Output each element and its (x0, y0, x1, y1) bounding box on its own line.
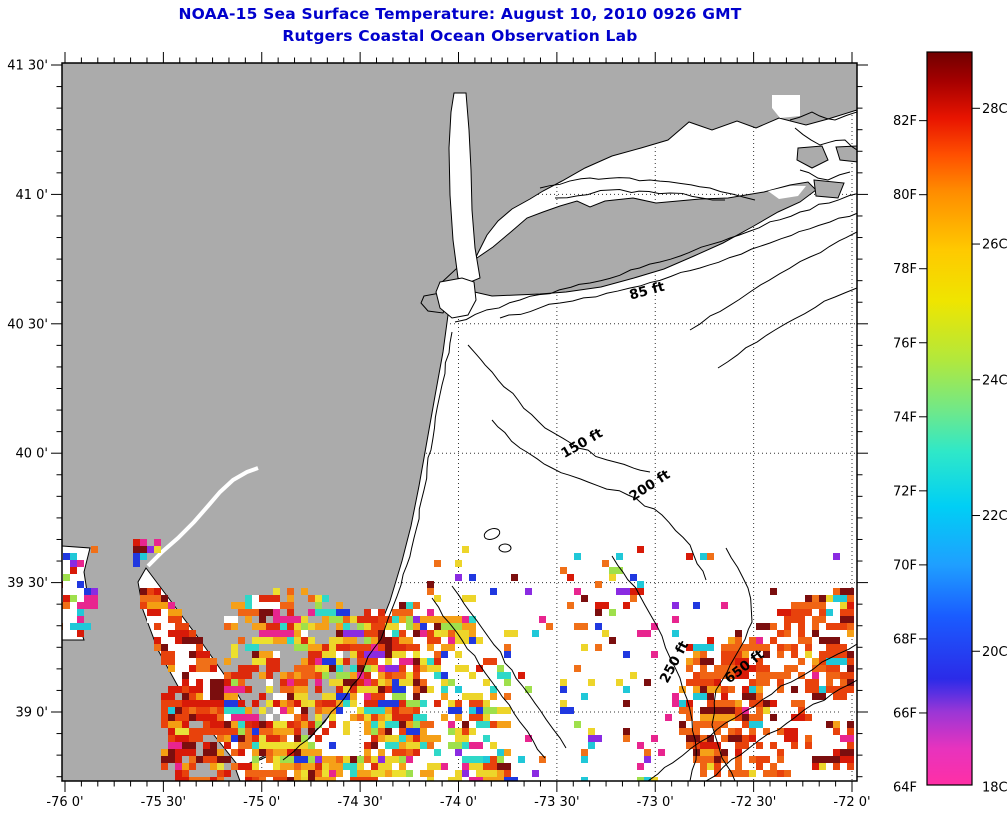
island-1 (796, 145, 829, 169)
colorbar-c-label: 22C (982, 509, 1008, 524)
isobath-85-a (454, 193, 857, 323)
y-tick-label: 41 0' (15, 188, 48, 203)
y-tick-label: 41 30' (7, 59, 48, 74)
nj-inner (282, 331, 453, 761)
ny-harbor (435, 277, 477, 319)
colorbar-f-label: 64F (893, 781, 917, 796)
hudson-river (448, 92, 481, 284)
x-tick-label: -73 0' (637, 795, 674, 810)
isobath-85-b (499, 212, 857, 319)
depth-label: 150 ft (558, 425, 606, 462)
colorbar-f-label: 68F (893, 632, 917, 647)
isobath-150 (467, 344, 651, 473)
y-tick-label: 39 30' (7, 576, 48, 591)
x-tick-label: -76 0' (46, 795, 83, 810)
ri-a (789, 111, 857, 121)
y-tick-label: 39 0' (15, 706, 48, 721)
colorbar-f-label: 80F (893, 188, 917, 203)
bathymetry-contours (282, 111, 857, 781)
delaware-river (146, 466, 259, 568)
shelf-a (647, 643, 857, 781)
colorbar-f-label: 76F (893, 336, 917, 351)
colorbar-f-label: 82F (893, 114, 917, 129)
colorbar-c-label: 28C (982, 102, 1008, 117)
axes: -76 0' -75 30' -75 0' -74 30' -74 0' -73 30' -… (7, 52, 871, 810)
depth-label: 85 ft (628, 279, 667, 304)
colorbar-gradient (926, 51, 973, 786)
colorbar-c-label: 26C (982, 238, 1008, 253)
x-tick-label: -75 30' (141, 795, 186, 810)
x-tick-label: -72 0' (833, 795, 870, 810)
block-a (794, 127, 857, 151)
colorbar-f-label: 70F (893, 558, 917, 573)
hudson-valley-b (451, 585, 567, 749)
contour-loop (498, 543, 512, 553)
isobath-200 (491, 419, 707, 581)
colorbar-c-label: 18C (982, 781, 1008, 796)
shelf-b (705, 679, 857, 781)
hudson-valley-a (431, 597, 546, 759)
y-tick-label: 40 30' (7, 317, 48, 332)
cloud-gap-ct (772, 95, 800, 118)
montauk-a (689, 231, 857, 331)
island-3 (813, 179, 845, 199)
sound-a (539, 177, 756, 201)
contour-loop (483, 528, 501, 540)
depth-label: 200 ft (627, 466, 674, 504)
x-tick-label: -72 30' (731, 795, 776, 810)
colorbar-c-label: 24C (982, 373, 1008, 388)
island-2 (835, 145, 857, 163)
colorbar: 64F 66F 68F 70F 72F 74F 76F 78F 80F 82F 18C 20C 22C 2… (893, 51, 1008, 796)
long-island (440, 181, 817, 297)
figure-title: NOAA-15 Sea Surface Temperature: August … (178, 5, 742, 23)
colorbar-c-label: 20C (982, 645, 1008, 660)
montauk-b (717, 287, 857, 369)
x-tick-label: -73 30' (534, 795, 579, 810)
figure-subtitle: Rutgers Coastal Ocean Observation Lab (282, 27, 638, 45)
isobath-250 (611, 555, 697, 781)
colorbar-f-label: 66F (893, 706, 917, 721)
block-b (799, 169, 851, 181)
colorbar-f-label: 72F (893, 484, 917, 499)
sound-b (554, 188, 726, 201)
isobath-650 (711, 547, 753, 781)
x-tick-label: -75 0' (243, 795, 280, 810)
peconic-notch (768, 186, 806, 199)
colorbar-f-label: 74F (893, 410, 917, 425)
colorbar-f-label: 78F (893, 262, 917, 277)
y-tick-label: 40 0' (15, 447, 48, 462)
x-tick-label: -74 0' (440, 795, 477, 810)
x-tick-label: -74 30' (337, 795, 382, 810)
